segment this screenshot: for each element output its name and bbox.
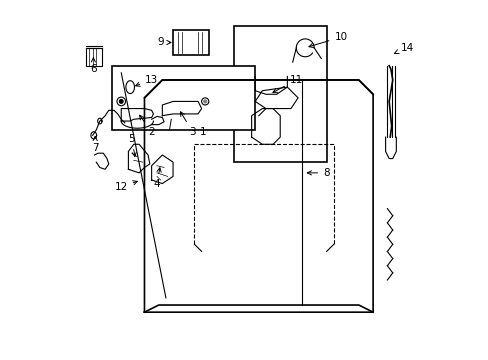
Circle shape	[203, 100, 206, 103]
Bar	[85, 48, 102, 66]
Text: 10: 10	[308, 32, 347, 48]
Text: 1: 1	[200, 127, 206, 137]
Circle shape	[119, 100, 123, 103]
Text: 7: 7	[92, 136, 98, 153]
Text: 13: 13	[135, 75, 158, 86]
Bar	[112, 66, 255, 130]
Text: 8: 8	[306, 168, 329, 178]
Text: 3: 3	[180, 112, 196, 137]
Text: 2: 2	[139, 115, 155, 137]
Text: 6: 6	[90, 58, 97, 74]
Text: 4: 4	[153, 168, 161, 189]
FancyBboxPatch shape	[173, 30, 208, 55]
Text: 14: 14	[394, 43, 413, 54]
Bar	[233, 26, 326, 162]
Text: 12: 12	[114, 181, 137, 192]
Text: 5: 5	[128, 134, 136, 157]
Text: 11: 11	[272, 75, 302, 93]
Text: 9: 9	[157, 37, 171, 48]
